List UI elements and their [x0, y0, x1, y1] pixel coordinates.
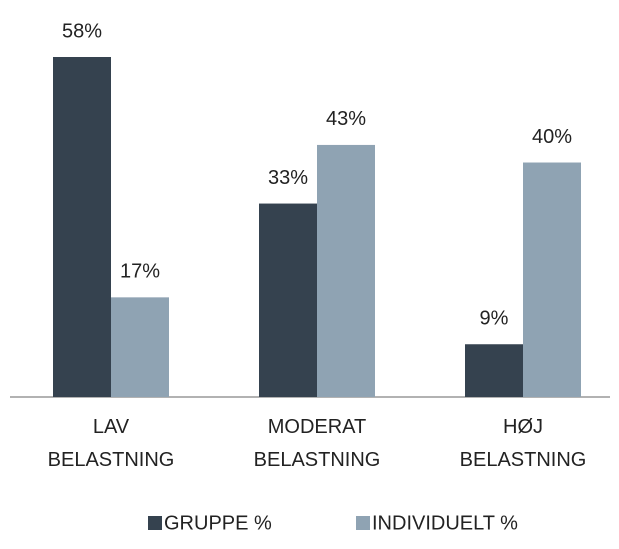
bar	[465, 344, 523, 397]
bar	[317, 144, 375, 397]
bar	[111, 297, 169, 397]
data-label: 40%	[532, 126, 572, 148]
bar	[523, 162, 581, 397]
x-tick-label: LAV BELASTNING	[48, 416, 175, 471]
legend-label: INDIVIDUELT %	[372, 512, 518, 534]
data-label: 17%	[120, 261, 160, 283]
x-tick-label: HØJ BELASTNING	[460, 416, 587, 471]
legend-swatch	[148, 516, 162, 530]
data-label: 58%	[62, 20, 102, 42]
bar	[53, 57, 111, 397]
x-tick-label: MODERAT BELASTNING	[254, 416, 381, 471]
legend-swatch	[356, 516, 370, 530]
bar	[259, 203, 317, 397]
data-label: 9%	[480, 308, 509, 330]
data-label: 33%	[268, 167, 308, 189]
legend-label: GRUPPE %	[164, 512, 272, 534]
data-label: 43%	[326, 108, 366, 130]
